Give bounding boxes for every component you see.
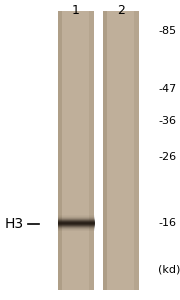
Text: (kd): (kd) bbox=[158, 265, 180, 275]
Text: -47: -47 bbox=[158, 83, 177, 94]
Bar bbox=[103, 11, 139, 290]
Text: -26: -26 bbox=[158, 152, 177, 163]
Text: -16: -16 bbox=[158, 218, 176, 229]
Text: -85: -85 bbox=[158, 26, 177, 37]
Bar bbox=[89, 11, 94, 290]
Text: H3: H3 bbox=[5, 217, 24, 230]
Bar bbox=[103, 11, 107, 290]
Text: 2: 2 bbox=[117, 4, 125, 17]
Bar bbox=[58, 11, 62, 290]
Text: 1: 1 bbox=[72, 4, 80, 17]
Text: -36: -36 bbox=[158, 116, 176, 127]
Bar bbox=[58, 11, 94, 290]
Bar bbox=[134, 11, 139, 290]
